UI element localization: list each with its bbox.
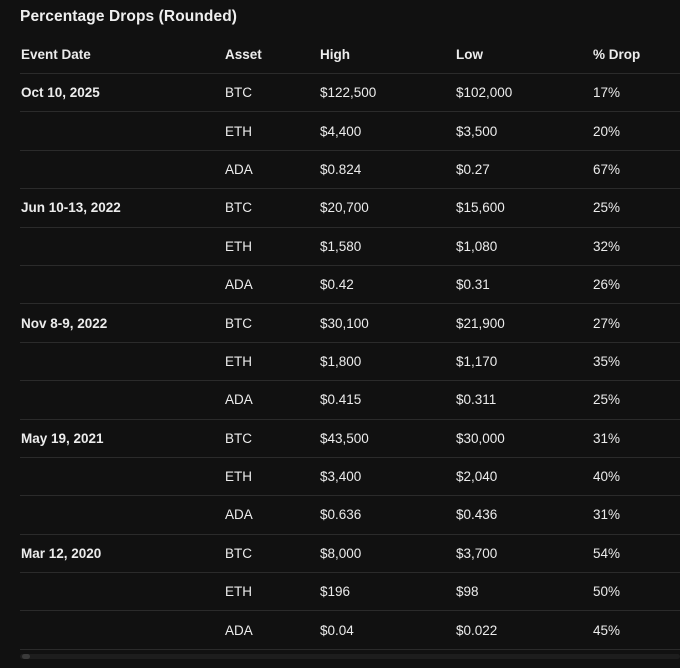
cell-drop: 31% (593, 430, 621, 446)
cell-drop: 50% (593, 584, 621, 600)
cell-asset: BTC (225, 430, 252, 446)
table-row: Nov 8-9, 2022 BTC $30,100 $21,900 27% (20, 304, 680, 343)
table-row: May 19, 2021 BTC $43,500 $30,000 31% (20, 420, 680, 458)
cell-low: $15,600 (456, 200, 505, 216)
cell-high: $1,580 (320, 238, 362, 254)
table-row: ETH $3,400 $2,040 40% (20, 458, 680, 497)
cell-asset: ADA (225, 161, 253, 177)
cell-low: $0.311 (456, 392, 497, 408)
cell-asset: ADA (225, 622, 253, 638)
cell-high: $20,700 (320, 200, 369, 216)
table-row: ADA $0.415 $0.311 25% (20, 381, 680, 420)
cell-drop: 35% (593, 353, 621, 369)
table-row: ADA $0.824 $0.27 67% (20, 151, 680, 190)
cell-asset: ADA (225, 392, 253, 408)
cell-high: $0.415 (320, 392, 362, 408)
cell-low: $1,080 (456, 238, 498, 254)
table-body: Oct 10, 2025 BTC $122,500 $102,000 17% ETH $4,… (20, 74, 680, 650)
cell-low: $3,500 (456, 123, 498, 139)
cell-event-date: May 19, 2021 (21, 430, 104, 446)
cell-low: $1,170 (456, 353, 498, 369)
cell-drop: 54% (593, 545, 621, 561)
cell-low: $102,000 (456, 85, 513, 101)
table-row: ETH $1,800 $1,170 35% (20, 343, 680, 382)
cell-high: $8,000 (320, 545, 362, 561)
cell-high: $3,400 (320, 469, 362, 485)
cell-drop: 45% (593, 622, 621, 638)
horizontal-scrollbar[interactable] (20, 654, 680, 659)
cell-low: $0.27 (456, 161, 490, 177)
cell-asset: ETH (225, 353, 252, 369)
header-drop: % Drop (593, 47, 641, 62)
cell-low: $30,000 (456, 430, 505, 446)
cell-event-date: Nov 8-9, 2022 (21, 315, 108, 331)
cell-drop: 20% (593, 123, 621, 139)
table-title: Percentage Drops (Rounded) (20, 8, 238, 25)
cell-high: $0.824 (320, 161, 362, 177)
cell-drop: 31% (593, 507, 621, 523)
table-row: ETH $1,580 $1,080 32% (20, 228, 680, 266)
table-row: ETH $4,400 $3,500 20% (20, 112, 680, 151)
cell-drop: 26% (593, 277, 621, 293)
table-row: Mar 12, 2020 BTC $8,000 $3,700 54% (20, 535, 680, 574)
cell-event-date: Jun 10-13, 2022 (21, 200, 121, 216)
header-asset: Asset (225, 47, 262, 62)
cell-asset: ETH (225, 238, 252, 254)
table-row: ADA $0.636 $0.436 31% (20, 496, 680, 535)
cell-drop: 32% (593, 238, 621, 254)
cell-asset: ETH (225, 469, 252, 485)
cell-high: $0.636 (320, 507, 362, 523)
cell-asset: ETH (225, 584, 252, 600)
header-event-date: Event Date (21, 47, 91, 62)
cell-low: $3,700 (456, 545, 498, 561)
cell-asset: ETH (225, 123, 252, 139)
cell-asset: BTC (225, 315, 252, 331)
cell-asset: BTC (225, 200, 252, 216)
cell-drop: 25% (593, 200, 621, 216)
cell-event-date: Mar 12, 2020 (21, 545, 102, 561)
table-row: ADA $0.42 $0.31 26% (20, 266, 680, 305)
cell-high: $0.04 (320, 622, 354, 638)
table-row: Oct 10, 2025 BTC $122,500 $102,000 17% (20, 74, 680, 113)
cell-high: $0.42 (320, 277, 354, 293)
table-row: ETH $196 $98 50% (20, 573, 680, 612)
cell-low: $0.436 (456, 507, 498, 523)
scrollbar-thumb[interactable] (22, 654, 30, 659)
cell-high: $196 (320, 584, 351, 600)
cell-asset: ADA (225, 277, 253, 293)
cell-asset: ADA (225, 507, 253, 523)
cell-drop: 67% (593, 161, 621, 177)
cell-low: $0.31 (456, 277, 490, 293)
header-low: Low (456, 47, 483, 62)
table-row: ADA $0.04 $0.022 45% (20, 611, 680, 650)
cell-asset: BTC (225, 85, 252, 101)
cell-low: $98 (456, 584, 479, 600)
cell-high: $4,400 (320, 123, 362, 139)
cell-drop: 25% (593, 392, 621, 408)
drops-table: Event Date Asset High Low % Drop Oct 10,… (20, 36, 680, 650)
table-row: Jun 10-13, 2022 BTC $20,700 $15,600 25% (20, 189, 680, 228)
cell-low: $2,040 (456, 469, 498, 485)
cell-drop: 27% (593, 315, 621, 331)
cell-high: $122,500 (320, 85, 377, 101)
header-high: High (320, 47, 350, 62)
cell-event-date: Oct 10, 2025 (21, 85, 100, 101)
cell-drop: 40% (593, 469, 621, 485)
cell-low: $21,900 (456, 315, 505, 331)
cell-high: $1,800 (320, 353, 362, 369)
cell-low: $0.022 (456, 622, 498, 638)
cell-asset: BTC (225, 545, 252, 561)
cell-high: $43,500 (320, 430, 369, 446)
cell-drop: 17% (593, 85, 621, 101)
table-header-row: Event Date Asset High Low % Drop (20, 36, 680, 74)
cell-high: $30,100 (320, 315, 369, 331)
